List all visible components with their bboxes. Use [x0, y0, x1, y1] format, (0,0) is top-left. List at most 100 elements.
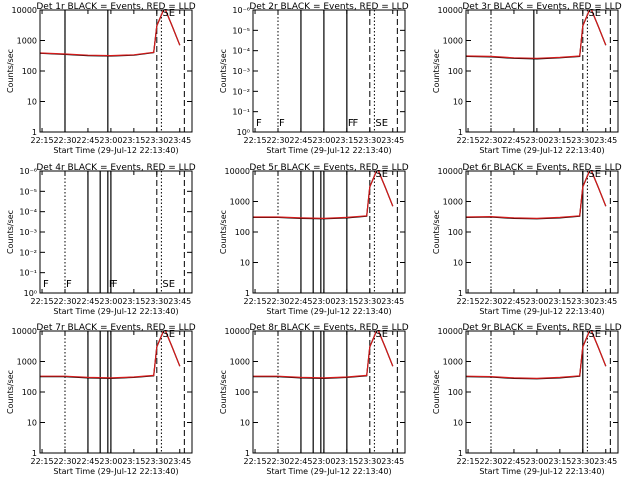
y-tick-label: 10⁻²	[232, 87, 250, 96]
flag-mark: SE	[588, 329, 601, 340]
x-tick-label: 23:15	[122, 457, 145, 466]
y-tick-label: 10⁻³	[19, 228, 37, 237]
flag-mark: F	[109, 279, 115, 290]
y-tick-label: 10⁻¹	[232, 108, 250, 117]
x-tick-label: 22:15	[244, 136, 267, 145]
series-lld	[466, 10, 607, 59]
y-tick-label: 100	[235, 228, 250, 237]
flag-mark: SE	[375, 169, 388, 180]
y-tick-label: 1000	[17, 37, 37, 46]
y-tick-label: 10	[453, 419, 463, 428]
y-axis-label: Counts/sec	[432, 210, 441, 254]
x-tick-label: 23:15	[548, 136, 571, 145]
panel-title: Det 4r BLACK = Events, RED = LLD	[36, 163, 195, 173]
plot-frame	[252, 330, 406, 454]
flag-mark: SE	[162, 329, 175, 340]
x-tick-label: 22:45	[76, 457, 99, 466]
x-tick-label: 23:30	[145, 136, 168, 145]
panel-title: Det 6r BLACK = Events, RED = LLD	[462, 163, 621, 173]
x-tick-label: 22:45	[76, 297, 99, 306]
series-lld	[40, 331, 181, 379]
y-tick-label: 1000	[443, 37, 463, 46]
x-tick-label: 22:30	[266, 136, 289, 145]
flag-mark: F	[352, 118, 358, 129]
y-axis-label: Counts/sec	[6, 210, 15, 254]
y-tick-label: 10000	[225, 327, 250, 336]
x-tick-label: 22:45	[289, 457, 312, 466]
plot-frame	[252, 9, 406, 133]
y-tick-label: 10⁻⁴	[19, 208, 37, 217]
x-tick-label: 22:15	[457, 136, 480, 145]
y-tick-label: 10⁰	[24, 289, 37, 298]
x-tick-label: 23:00	[525, 297, 548, 306]
x-tick-label: 23:30	[571, 297, 594, 306]
y-tick-label: 10000	[225, 167, 250, 176]
flag-mark: SE	[162, 279, 175, 290]
flag-mark: SE	[588, 8, 601, 19]
series-events	[466, 331, 607, 380]
series-events	[466, 171, 607, 220]
y-tick-label: 1000	[230, 198, 250, 207]
y-tick-label: 10000	[12, 327, 37, 336]
y-tick-label: 100	[448, 228, 463, 237]
flag-mark: F	[256, 118, 262, 129]
flag-mark: F	[279, 118, 285, 129]
x-tick-label: 23:00	[312, 457, 335, 466]
y-tick-label: 10	[27, 419, 37, 428]
x-tick-label: 23:45	[381, 136, 404, 145]
plot-frame	[39, 330, 193, 454]
x-tick-label: 23:45	[594, 136, 617, 145]
y-tick-label: 100	[235, 388, 250, 397]
y-tick-label: 1	[32, 128, 37, 137]
y-tick-label: 1	[245, 289, 250, 298]
x-axis-label: Start Time (29-Jul-12 22:13:40)	[266, 146, 391, 155]
y-tick-label: 10⁻⁵	[19, 187, 37, 196]
y-tick-label: 1	[32, 449, 37, 458]
x-tick-label: 22:45	[76, 136, 99, 145]
y-tick-label: 1000	[17, 358, 37, 367]
y-tick-label: 10000	[438, 327, 463, 336]
x-tick-label: 23:15	[335, 457, 358, 466]
x-tick-label: 23:15	[335, 297, 358, 306]
x-tick-label: 22:15	[457, 297, 480, 306]
x-axis-label: Start Time (29-Jul-12 22:13:40)	[266, 307, 391, 316]
x-tick-label: 23:00	[312, 297, 335, 306]
y-tick-label: 10000	[438, 6, 463, 15]
x-tick-label: 23:30	[358, 457, 381, 466]
flag-mark: F	[112, 279, 118, 290]
y-tick-label: 100	[22, 388, 37, 397]
series-events	[253, 171, 394, 220]
y-tick-label: 10⁻⁵	[232, 26, 250, 35]
x-axis-label: Start Time (29-Jul-12 22:13:40)	[479, 146, 604, 155]
x-tick-label: 23:45	[594, 297, 617, 306]
y-tick-label: 1000	[443, 358, 463, 367]
x-tick-label: 23:00	[99, 136, 122, 145]
plot-frame	[465, 170, 619, 294]
plot-frame	[39, 9, 193, 133]
x-axis-label: Start Time (29-Jul-12 22:13:40)	[479, 307, 604, 316]
y-axis-label: Counts/sec	[219, 210, 228, 254]
x-tick-label: 22:45	[289, 297, 312, 306]
y-axis-label: Counts/sec	[219, 49, 228, 93]
x-tick-label: 22:45	[289, 136, 312, 145]
flag-mark: SE	[162, 8, 175, 19]
x-tick-label: 23:15	[335, 136, 358, 145]
series-lld	[40, 10, 181, 57]
series-events	[466, 10, 607, 60]
y-tick-label: 10⁻³	[232, 67, 250, 76]
x-tick-label: 23:15	[122, 136, 145, 145]
flag-mark: SE	[588, 169, 601, 180]
y-tick-label: 10	[240, 419, 250, 428]
x-tick-label: 23:15	[548, 457, 571, 466]
x-tick-label: 22:15	[244, 297, 267, 306]
x-tick-label: 23:45	[381, 457, 404, 466]
plot-frame	[39, 170, 193, 294]
y-tick-label: 10	[453, 98, 463, 107]
panel-title: Det 9r BLACK = Events, RED = LLD	[462, 323, 621, 333]
